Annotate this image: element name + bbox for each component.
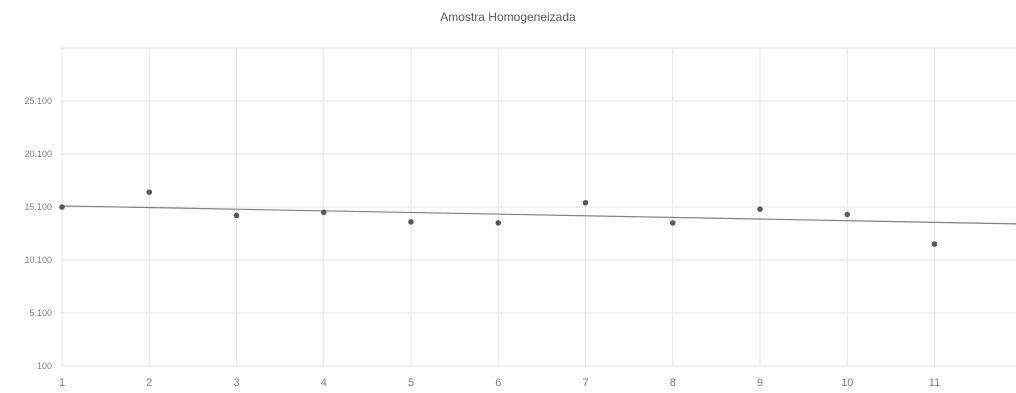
data-point: [495, 220, 502, 226]
data-point: [931, 241, 938, 247]
x-tick-label: 5: [408, 377, 414, 389]
data-point: [59, 204, 65, 210]
y-tick-label: 100: [37, 361, 52, 371]
data-point: [320, 209, 327, 216]
chart-title: Amostra Homogeneizada: [440, 10, 576, 24]
x-tick-label: 4: [321, 377, 327, 389]
y-tick-label: 5.100: [29, 308, 52, 318]
data-point: [408, 219, 414, 225]
x-tick-label: 11: [929, 377, 940, 389]
y-tick-label: 25.100: [24, 96, 52, 106]
data-point: [146, 189, 153, 195]
x-tick-label: 3: [233, 377, 239, 389]
y-tick-label: 15.100: [24, 202, 52, 212]
y-tick-label: 20.100: [24, 149, 52, 159]
x-tick-label: 9: [757, 377, 763, 389]
data-point: [582, 199, 589, 206]
trendline: [61, 205, 1016, 225]
x-tick-label: 7: [582, 377, 588, 389]
data-point: [669, 220, 676, 226]
x-tick-label: 6: [495, 377, 501, 389]
y-tick-label: 10.100: [24, 255, 52, 265]
data-point: [233, 212, 240, 219]
data-point: [844, 211, 851, 218]
x-tick-label: 2: [146, 377, 152, 389]
data-point: [757, 206, 763, 212]
x-tick-label: 10: [841, 377, 853, 389]
x-tick-label: 8: [670, 377, 676, 389]
x-tick-label: 1: [59, 377, 65, 389]
